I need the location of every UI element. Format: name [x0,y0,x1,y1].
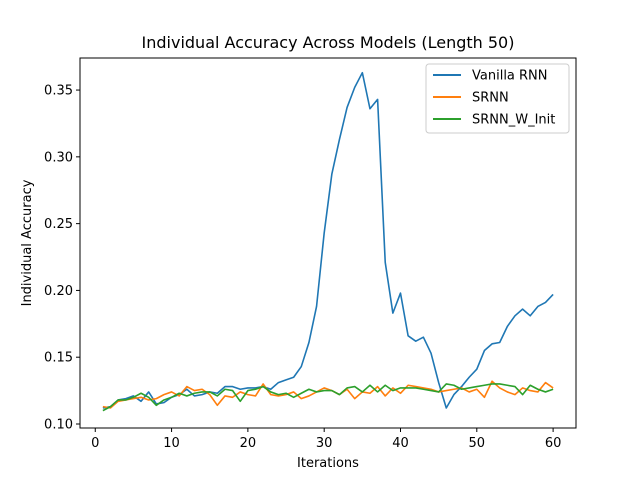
x-tick-label: 0 [91,436,99,451]
x-tick-label: 20 [240,436,257,451]
plot-frame [79,57,577,429]
y-tick-label: 0.15 [44,351,73,366]
series-line-srnn [102,380,554,409]
x-tick-label: 40 [392,436,409,451]
axes-layer: 0 10 20 30 40 50 60 0.10 0.15 0.20 0.25 0.30 0.35 [44,84,561,451]
legend-label-srnn-w-init: SRNN_W_Init [472,113,555,128]
y-tick-label: 0.10 [44,417,73,432]
series-layer [102,71,554,412]
legend-label-srnn: SRNN [472,91,509,106]
x-tick-label: 30 [316,436,333,451]
x-axis-label: Iterations [297,456,359,471]
x-tick-label: 10 [163,436,180,451]
legend-box [425,63,570,134]
y-tick-label: 0.30 [44,150,73,165]
y-tick-label: 0.25 [44,217,73,232]
y-tick-label: 0.35 [44,84,73,99]
legend-label-vanilla-rnn: Vanilla RNN [472,69,548,84]
legend: Vanilla RNN SRNN SRNN_W_Init [425,63,570,134]
x-tick-label: 50 [469,436,486,451]
series-line-srnn-w-init [102,383,554,412]
y-tick-label: 0.20 [44,284,73,299]
x-tick-label: 60 [545,436,562,451]
chart-title: Individual Accuracy Across Models (Lengt… [142,33,515,52]
y-axis-label: Individual Accuracy [20,179,35,306]
